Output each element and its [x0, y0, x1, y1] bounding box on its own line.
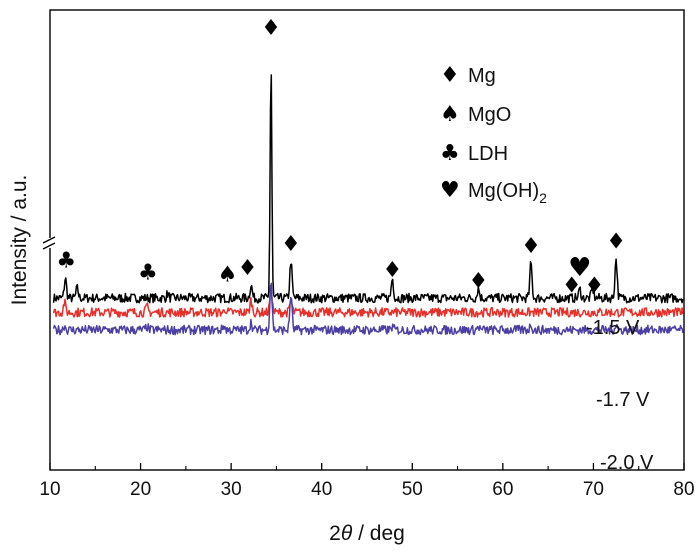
legend-label-mgo: MgO	[468, 104, 511, 126]
legend-label-ldh: LDH	[468, 143, 508, 165]
legend: ♦ Mg ♠ MgO ♣ LDH ♥ Mg(OH)2	[440, 63, 547, 206]
phase-marker-ldh-icon: ♣	[56, 248, 76, 273]
phase-marker-mg-icon: ♦	[562, 274, 582, 299]
phase-marker-mg-icon: ♦	[382, 258, 402, 283]
series-label-1-7v: -1.7 V	[596, 389, 650, 411]
phase-marker-mg-icon: ♦	[238, 256, 258, 281]
phase-marker-layer: ♣ ♣ ♠ ♦♦♦♦ ♦♦♥♦ ♦♦	[56, 16, 626, 298]
legend-heart-icon: ♥	[440, 178, 460, 203]
legend-label-mg: Mg	[468, 65, 496, 87]
phase-marker-mg-icon: ♦	[261, 16, 281, 41]
series-line-0	[52, 74, 684, 304]
phase-marker-mg-icon: ♦	[584, 274, 604, 299]
x-tick-label: 20	[130, 479, 151, 500]
phase-marker-mg-icon: ♦	[521, 234, 541, 259]
phase-marker-mg-icon: ♦	[606, 230, 626, 255]
x-tick-label: 40	[311, 479, 332, 500]
y-axis-title: Intensity / a.u.	[8, 175, 31, 306]
legend-spade-icon: ♠	[440, 102, 460, 127]
x-tick-label: 30	[221, 479, 242, 500]
plot-frame	[49, 9, 685, 471]
x-tick-label: 70	[583, 479, 604, 500]
phase-marker-mg-icon: ♦	[469, 269, 489, 294]
x-tick-label: 60	[492, 479, 513, 500]
series-layer	[52, 74, 684, 336]
axis-break-icon	[42, 236, 58, 250]
x-axis-title: 2θ / deg	[329, 522, 405, 545]
phase-marker-mgoh2-icon: ♥	[568, 253, 591, 283]
legend-diamond-icon: ♦	[440, 63, 460, 88]
x-tick-label: 80	[673, 479, 694, 500]
legend-club-icon: ♣	[440, 141, 460, 166]
phase-marker-mgo-icon: ♠	[218, 263, 238, 288]
series-label-2-0v: -2.0 V	[600, 452, 654, 474]
x-tick-label: 10	[39, 479, 60, 500]
phase-marker-mg-icon: ♦	[281, 232, 301, 257]
legend-label-mgoh2: Mg(OH)2	[468, 180, 547, 206]
series-line-1	[52, 284, 684, 318]
x-axis-ticks: 10 20 30 40 50 60 70 80	[39, 463, 695, 500]
phase-marker-ldh-icon: ♣	[138, 260, 158, 285]
series-line-2	[52, 282, 684, 336]
x-tick-label: 50	[402, 479, 423, 500]
series-label-1-5v: -1.5 V	[586, 317, 640, 339]
